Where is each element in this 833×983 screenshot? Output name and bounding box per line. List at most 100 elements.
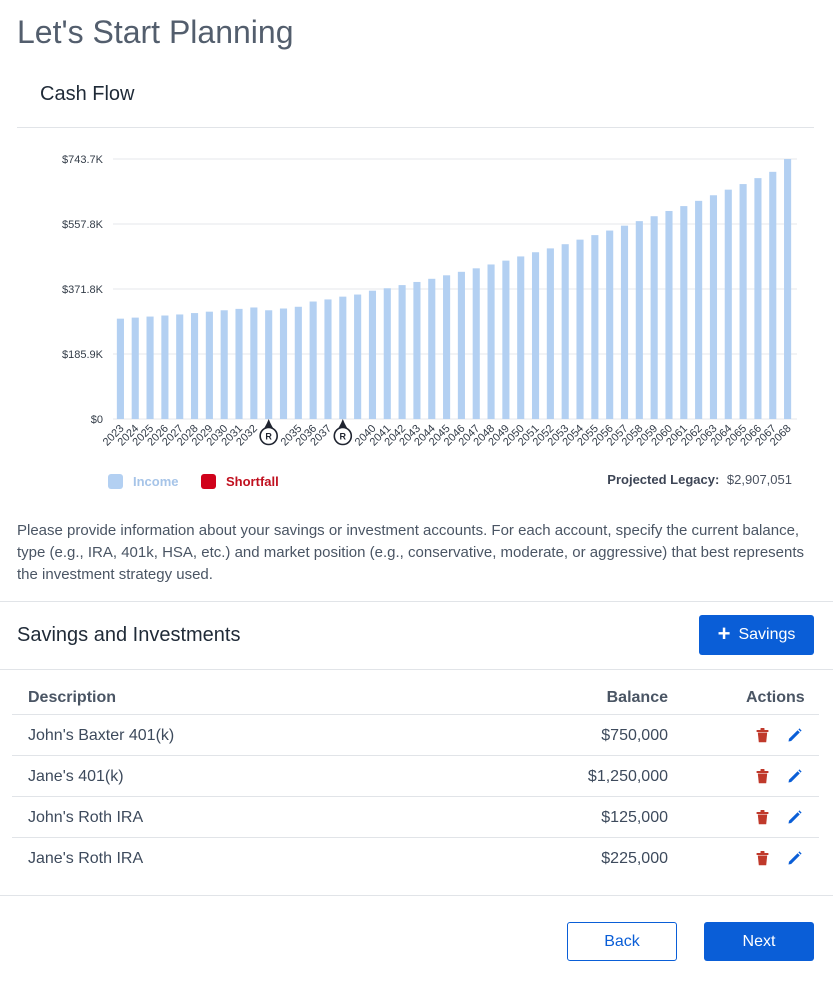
income-bar xyxy=(769,171,777,419)
income-bar xyxy=(354,294,362,419)
table-row: Jane's 401(k) $1,250,000 xyxy=(12,756,819,797)
footer-divider xyxy=(0,895,833,896)
legend-shortfall-swatch xyxy=(201,474,216,489)
savings-section-title: Savings and Investments xyxy=(17,624,241,646)
retirement-marker xyxy=(333,426,353,446)
income-bar xyxy=(250,307,258,419)
row-divider xyxy=(12,755,819,756)
income-bar xyxy=(339,296,347,419)
row-balance: $750,000 xyxy=(601,727,668,744)
retirement-marker xyxy=(259,426,278,446)
cash-flow-chart: $0$185.9K$371.8K$557.8K$743.7K2023202420… xyxy=(62,154,797,448)
income-bar xyxy=(279,308,288,419)
section-divider-bottom xyxy=(0,669,833,670)
income-bar xyxy=(546,248,554,419)
income-bar xyxy=(265,310,273,419)
income-bar xyxy=(235,308,243,419)
income-bar xyxy=(205,311,213,419)
income-bar xyxy=(146,316,154,419)
income-bar xyxy=(324,299,332,419)
next-button[interactable]: Next xyxy=(704,922,814,961)
y-tick-label: $0 xyxy=(91,414,103,426)
income-bar xyxy=(709,195,718,419)
column-header-balance: Balance xyxy=(606,689,668,706)
column-header-actions: Actions xyxy=(746,689,805,706)
y-tick-label: $743.7K xyxy=(62,154,104,166)
income-bar xyxy=(428,278,436,419)
row-balance: $1,250,000 xyxy=(587,768,668,785)
trash-icon[interactable] xyxy=(756,769,769,789)
income-bar xyxy=(561,244,569,419)
income-bar xyxy=(695,200,703,419)
income-bar xyxy=(724,189,732,419)
cash-flow-divider xyxy=(17,127,814,128)
income-bar xyxy=(576,239,584,419)
income-bar xyxy=(487,264,495,419)
income-bar xyxy=(413,281,421,419)
income-bar xyxy=(650,216,658,419)
table-header-divider xyxy=(12,714,819,715)
projected-legacy-value: $2,907,051 xyxy=(726,472,792,487)
income-bar xyxy=(294,306,302,419)
income-bar xyxy=(665,210,673,419)
retirement-marker-label: R xyxy=(265,432,272,442)
legend-shortfall-label: Shortfall xyxy=(226,474,279,489)
legend-income-swatch xyxy=(108,474,123,489)
y-tick-label: $185.9K xyxy=(62,349,104,361)
income-bar xyxy=(739,184,747,419)
income-bar xyxy=(531,252,540,419)
pencil-icon[interactable] xyxy=(787,728,802,748)
page-title: Let's Start Planning xyxy=(17,14,294,50)
legend-income[interactable]: Income xyxy=(108,474,179,489)
pencil-icon[interactable] xyxy=(787,769,802,789)
row-divider xyxy=(12,796,819,797)
income-bar xyxy=(443,275,451,419)
row-description: John's Roth IRA xyxy=(28,809,144,826)
income-bar xyxy=(620,225,629,419)
income-bar xyxy=(398,285,406,419)
row-divider xyxy=(12,837,819,838)
income-bar xyxy=(457,271,465,419)
add-savings-button[interactable]: + Savings xyxy=(699,615,814,655)
income-bar xyxy=(131,317,139,419)
trash-icon[interactable] xyxy=(756,810,769,830)
retirement-marker-label: R xyxy=(340,432,347,442)
y-tick-label: $557.8K xyxy=(62,219,104,231)
income-bar xyxy=(784,159,792,419)
table-row: Jane's Roth IRA $225,000 xyxy=(12,838,819,879)
income-bar xyxy=(517,256,525,419)
income-bar xyxy=(680,206,688,419)
legend-shortfall[interactable]: Shortfall xyxy=(201,474,279,489)
table-row: John's Baxter 401(k) $750,000 xyxy=(12,715,819,756)
row-balance: $225,000 xyxy=(601,850,668,867)
income-bar xyxy=(220,310,228,419)
income-bar xyxy=(606,230,614,419)
row-description: Jane's Roth IRA xyxy=(28,850,144,867)
plus-icon: + xyxy=(717,621,731,646)
income-bar xyxy=(383,288,391,419)
projected-legacy: Projected Legacy: $2,907,051 xyxy=(607,472,792,487)
y-tick-label: $371.8K xyxy=(62,284,104,296)
pencil-icon[interactable] xyxy=(787,810,802,830)
income-bar xyxy=(591,235,599,419)
income-bar xyxy=(176,314,184,419)
income-bar xyxy=(368,290,377,419)
trash-icon[interactable] xyxy=(756,851,769,871)
cash-flow-title: Cash Flow xyxy=(40,83,135,105)
income-bar xyxy=(116,318,124,419)
column-header-description: Description xyxy=(28,689,117,706)
back-button[interactable]: Back xyxy=(567,922,677,961)
trash-icon[interactable] xyxy=(756,728,769,748)
table-row: John's Roth IRA $125,000 xyxy=(12,797,819,838)
income-bar xyxy=(190,313,199,419)
pencil-icon[interactable] xyxy=(787,851,802,871)
intro-text: Please provide information about your sa… xyxy=(17,522,805,583)
legend-income-label: Income xyxy=(133,474,179,489)
section-divider-top xyxy=(0,601,833,602)
add-savings-label: Savings xyxy=(738,626,796,643)
income-bar xyxy=(161,315,169,419)
income-bar xyxy=(754,178,762,419)
row-balance: $125,000 xyxy=(601,809,668,826)
income-bar xyxy=(502,260,510,419)
income-bar xyxy=(635,221,643,419)
